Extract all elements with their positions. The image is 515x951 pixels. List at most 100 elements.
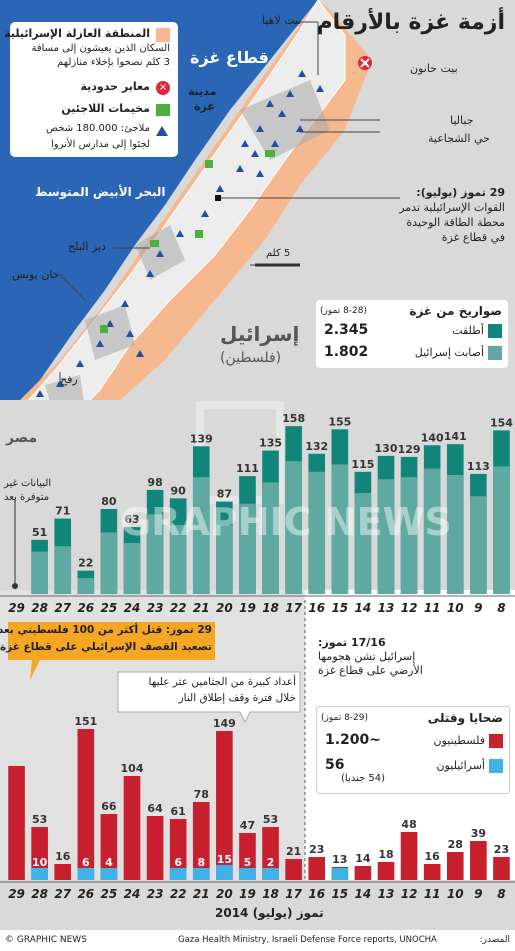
- palestinian-bar-24: [123, 776, 141, 880]
- rocket-hit-bar-13: [377, 479, 395, 594]
- jul17-line2: الأرضي على قطاع غزة: [318, 664, 423, 677]
- power-note-2: محطة الطاقة الوحيدة: [406, 216, 505, 229]
- rocket-value-label-25: 80: [101, 495, 117, 508]
- jul29-callout: [8, 622, 215, 680]
- palestinian-bar-11: [423, 864, 441, 880]
- palestinian-value-label-13: 18: [378, 848, 393, 861]
- rocket-hit-bar-22: [169, 524, 187, 594]
- casualty-tick-label-26: 26: [77, 887, 94, 901]
- israeli-bar-26: [77, 868, 95, 880]
- rocket-tick-label-24: 24: [124, 601, 141, 615]
- rocket-hit-bar-8: [493, 466, 510, 594]
- rocket-tick-label-19: 19: [239, 601, 256, 615]
- palestinian-bar-29: [8, 766, 25, 880]
- crossing-legend-icon: ×: [156, 81, 170, 95]
- label-gaza-strip: قطاع غزة: [190, 48, 269, 67]
- jul29-line1: 29 تموز: قتل أكثر من 100 فلسطيني بعد: [0, 624, 212, 636]
- rocket-tick-label-26: 26: [77, 601, 94, 615]
- palestinian-value-label-24: 104: [121, 762, 144, 775]
- israeli-value-label-25: 4: [105, 856, 113, 869]
- palestinian-bar-9: [470, 841, 487, 880]
- palestinian-bar-16: [308, 857, 326, 880]
- israeli-value-label-20: 15: [217, 853, 232, 866]
- rocket-hit-bar-21: [192, 477, 210, 594]
- casualty-tick-label-12: 12: [401, 887, 418, 901]
- rocket-tick-label-22: 22: [170, 601, 187, 615]
- israeli-bar-28: [31, 868, 48, 880]
- jul20-line2: خلال فترة وقف إطلاق النار: [178, 692, 296, 704]
- casualty-tick-label-23: 23: [147, 887, 164, 901]
- casualty-tick-label-25: 25: [101, 887, 118, 901]
- palestinian-value-label-8: 23: [494, 843, 509, 856]
- hit-value: 1.802: [324, 344, 369, 360]
- footer-source: Gaza Health Ministry, Israeli Defense Fo…: [178, 935, 437, 945]
- rockets-title: صواريخ من غزة: [409, 304, 502, 318]
- jul29-line2: تصعيد القصف الإسرائيلي على قطاع غزة: [0, 641, 212, 653]
- legend-crossings: معابر حدودية: [80, 80, 150, 93]
- label-jabalia: جباليا: [450, 114, 474, 127]
- palestinian-bar-25: [100, 814, 118, 880]
- rockets-table: صواريخ من غزة (8-28 تموز) أطلقت 2.345 أص…: [316, 300, 508, 368]
- pal-label: فلسطينيون: [433, 734, 485, 747]
- label-sea: البحر الأبيض المتوسط: [35, 185, 166, 199]
- legend-buffer-title: المنطقة العازلة الإسرائيلية: [4, 27, 150, 40]
- casualty-tick-label-24: 24: [124, 887, 141, 901]
- rocket-tick-label-8: 8: [497, 601, 505, 615]
- palestinian-value-label-25: 66: [101, 800, 117, 813]
- rocket-value-label-18: 135: [259, 437, 282, 450]
- pal-value: 1.200~: [325, 732, 382, 748]
- palestinian-value-label-10: 28: [448, 838, 463, 851]
- rocket-value-label-12: 129: [398, 443, 421, 456]
- israeli-value-label-18: 2: [267, 856, 275, 869]
- rocket-value-label-8: 154: [490, 416, 513, 429]
- israeli-value-label-28: 10: [32, 856, 48, 869]
- fired-swatch: [488, 324, 502, 338]
- casualty-tick-label-10: 10: [447, 887, 464, 901]
- rocket-hit-bar-17: [285, 461, 302, 594]
- israeli-value-label-26: 6: [82, 856, 90, 869]
- palestinian-value-label-22: 61: [171, 805, 186, 818]
- palestinian-bar-21: [192, 802, 210, 880]
- rocket-hit-bar-26: [77, 578, 95, 594]
- casualty-tick-label-21: 21: [193, 887, 210, 901]
- rocket-tick-label-29: 29: [8, 601, 25, 615]
- israeli-bar-25: [100, 868, 118, 880]
- rocket-value-label-21: 139: [190, 432, 213, 445]
- palestinian-bar-13: [377, 862, 395, 880]
- casualty-tick-label-28: 28: [31, 887, 48, 901]
- isr-note: (54 جنديا): [341, 773, 385, 784]
- rocket-tick-label-28: 28: [31, 601, 48, 615]
- rocket-tick-label-16: 16: [308, 601, 325, 615]
- rocket-value-label-15: 155: [328, 415, 351, 428]
- watermark-text: GRAPHIC NEWS: [120, 500, 452, 544]
- legend-buffer-desc-1: السكان الذين يعيشون إلى مسافة: [31, 43, 170, 54]
- rockets-subtitle: (8-28 تموز): [320, 306, 368, 316]
- rocket-hit-bar-16: [308, 471, 326, 594]
- casualty-tick-label-27: 27: [54, 887, 71, 901]
- casualty-tick-label-15: 15: [331, 887, 348, 901]
- israeli-bar-22: [169, 868, 187, 880]
- label-rafah: رفح: [60, 373, 78, 386]
- legend-buffer-desc-2: 3 كلم نصحوا بإخلاء منازلهم: [57, 57, 170, 68]
- rocket-tick-label-23: 23: [147, 601, 164, 615]
- palestinian-bar-26: [77, 729, 95, 880]
- rocket-hit-bar-12: [400, 477, 418, 594]
- label-shujaiya: حي الشجاعية: [428, 132, 490, 145]
- fired-value: 2.345: [324, 322, 369, 338]
- casualty-tick-label-29: 29: [8, 887, 25, 901]
- palestinian-value-label-19: 47: [240, 819, 255, 832]
- palestinian-bar-23: [146, 816, 164, 880]
- rocket-value-label-23: 98: [147, 476, 162, 489]
- casualty-tick-label-18: 18: [262, 887, 279, 901]
- rocket-value-label-10: 141: [444, 430, 467, 443]
- casualty-tick-label-11: 11: [424, 887, 441, 901]
- rocket-hit-bar-14: [354, 493, 372, 594]
- rocket-value-label-17: 158: [282, 412, 305, 425]
- no-data-1: البيانات غير: [4, 478, 52, 489]
- palestinian-value-label-14: 14: [355, 852, 371, 865]
- palestinian-bar-22: [169, 819, 187, 880]
- power-note-date: 29 تموز (يوليو):: [416, 186, 505, 199]
